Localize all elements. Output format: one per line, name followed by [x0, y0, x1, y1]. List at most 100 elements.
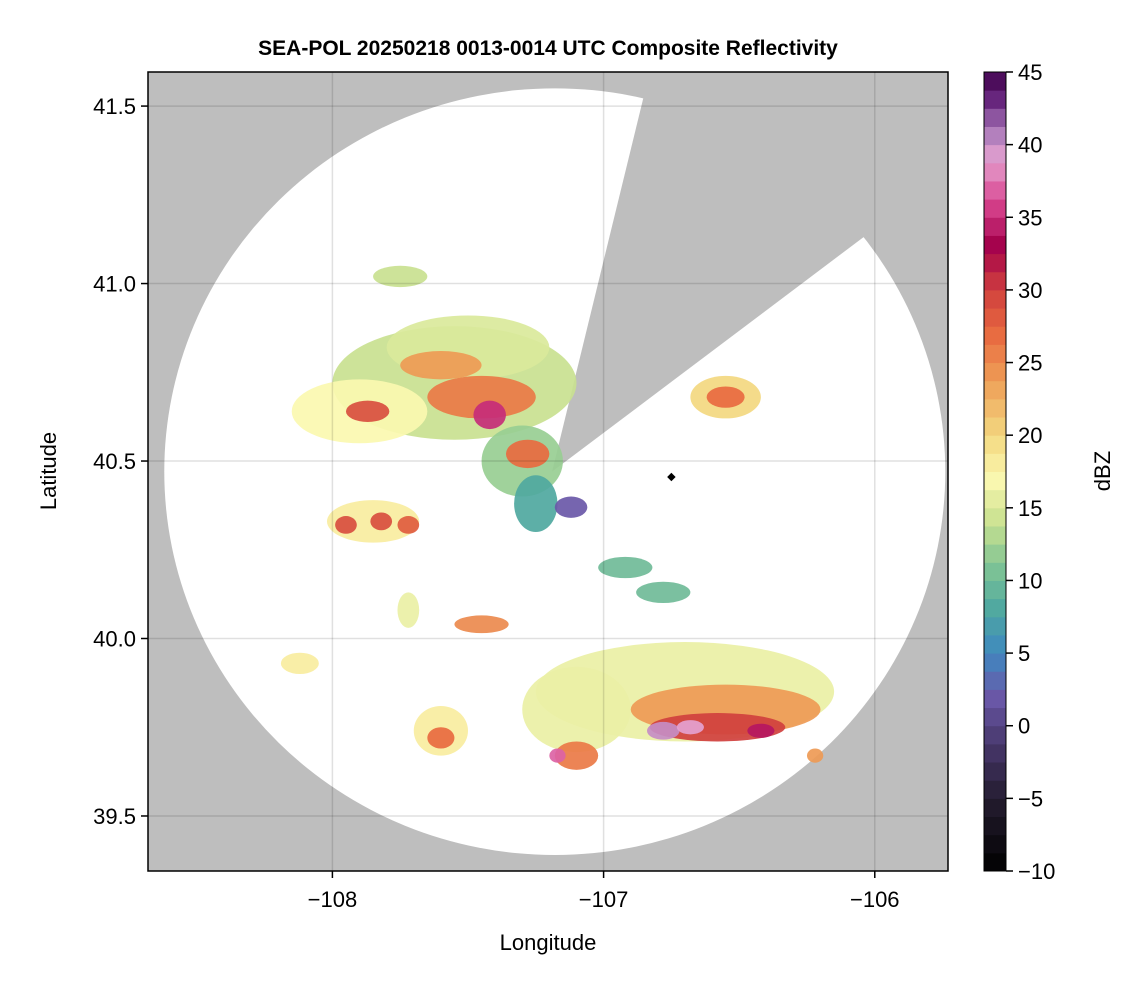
colorbar-tick-label: 30	[1018, 278, 1042, 303]
colorbar-band	[984, 689, 1006, 709]
colorbar-band	[984, 199, 1006, 218]
colorbar-frame	[983, 71, 1007, 872]
colorbar-band	[984, 816, 1006, 836]
colorbar-band	[984, 616, 1006, 636]
colorbar-tick-label: 25	[1018, 351, 1042, 376]
colorbar-band	[984, 72, 1006, 91]
colorbar-band	[984, 780, 1006, 799]
echo-cell	[549, 748, 566, 763]
colorbar-band	[984, 453, 1006, 472]
point-marker	[667, 472, 676, 482]
echo-cell	[676, 720, 704, 735]
colorbar-band	[984, 417, 1006, 436]
colorbar-band	[984, 489, 1006, 509]
colorbar-band	[984, 634, 1006, 654]
echo-cell	[370, 512, 393, 531]
colorbar-tick-label: −5	[1018, 786, 1043, 811]
chart-title: SEA-POL 20250218 0013-0014 UTC Composite…	[258, 37, 838, 60]
colorbar-band	[984, 653, 1006, 672]
colorbar-band	[984, 562, 1006, 581]
colorbar-band	[984, 471, 1006, 491]
colorbar-band	[984, 762, 1006, 781]
colorbar-band	[984, 525, 1006, 545]
y-tick-label: 40.5	[93, 449, 136, 474]
y-tick-label: 41.5	[93, 94, 136, 119]
echo-cell	[554, 496, 588, 518]
colorbar-band	[984, 90, 1006, 109]
echo-cell	[280, 652, 319, 675]
colorbar-band	[984, 326, 1006, 345]
colorbar-band	[984, 126, 1006, 146]
colorbar-band	[984, 362, 1006, 382]
colorbar-band	[984, 598, 1006, 618]
y-axis-label: Latitude	[36, 432, 61, 510]
plot-area	[148, 72, 948, 871]
colorbar-label: dBZ	[1090, 451, 1115, 491]
colorbar-band	[984, 344, 1006, 364]
colorbar-tick-label: 35	[1018, 205, 1042, 230]
colorbar-band	[984, 743, 1006, 763]
reflectivity-echoes	[280, 265, 835, 770]
echo-cell	[554, 741, 599, 770]
x-axis: −108 −107 −106	[308, 871, 900, 912]
colorbar-band	[984, 507, 1006, 527]
colorbar-band	[984, 580, 1006, 600]
colorbar-tick-label: 15	[1018, 496, 1042, 521]
colorbar-band	[984, 271, 1006, 291]
colorbar-band	[984, 108, 1006, 127]
echo-cell	[400, 350, 482, 380]
blocked-sector	[552, 72, 948, 472]
colorbar-band	[984, 852, 1006, 872]
colorbar-band	[984, 308, 1006, 327]
colorbar-band	[984, 289, 1006, 309]
y-tick-label: 40.0	[93, 627, 136, 652]
colorbar-band	[984, 435, 1006, 454]
colorbar-band	[984, 162, 1006, 182]
echo-cell	[373, 265, 428, 288]
plot-frame	[147, 71, 949, 872]
echo-cell	[397, 516, 420, 534]
echo-cell	[706, 386, 745, 408]
colorbar-tick-label: 10	[1018, 568, 1042, 593]
colorbar-tick-label: 0	[1018, 714, 1030, 739]
echo-cell	[427, 727, 455, 749]
echo-cell	[454, 615, 509, 634]
colorbar-band	[984, 180, 1006, 200]
echo-cell	[646, 721, 680, 740]
colorbar-band	[984, 235, 1006, 255]
x-tick-label: −106	[850, 887, 900, 912]
echo-cell	[636, 581, 691, 604]
colorbar-band	[984, 834, 1006, 854]
x-tick-label: −108	[308, 887, 358, 912]
echo-cell	[427, 375, 536, 419]
x-axis-label: Longitude	[500, 930, 597, 955]
colorbar-band	[984, 253, 1006, 273]
echo-cell	[514, 475, 558, 533]
colorbar-band	[984, 217, 1006, 236]
echo-cell	[505, 439, 550, 469]
colorbar-band	[984, 725, 1006, 745]
colorbar-tick-label: 45	[1018, 60, 1042, 85]
y-tick-label: 39.5	[93, 804, 136, 829]
colorbar-band	[984, 544, 1006, 563]
colorbar-tick-label: −10	[1018, 859, 1055, 884]
colorbar-band	[984, 671, 1006, 690]
echo-cell	[345, 400, 390, 422]
x-tick-label: −107	[579, 887, 629, 912]
echo-cell	[747, 723, 775, 738]
echo-cell	[522, 666, 631, 753]
colorbar: −10 −5 0 5 10 15 20 25 30 35 40 45	[983, 60, 1055, 884]
grid-lines	[148, 72, 948, 871]
colorbar-tick-label: 40	[1018, 133, 1042, 158]
colorbar-tick-label: 5	[1018, 641, 1030, 666]
echo-cell	[806, 748, 824, 763]
colorbar-band	[984, 707, 1006, 727]
y-axis: 39.5 40.0 40.5 41.0 41.5	[93, 94, 148, 829]
echo-cell	[598, 556, 653, 579]
y-tick-label: 41.0	[93, 272, 136, 297]
colorbar-band	[984, 398, 1006, 418]
echo-cell	[397, 592, 420, 628]
colorbar-tick-label: 20	[1018, 423, 1042, 448]
echo-cell	[473, 400, 506, 430]
